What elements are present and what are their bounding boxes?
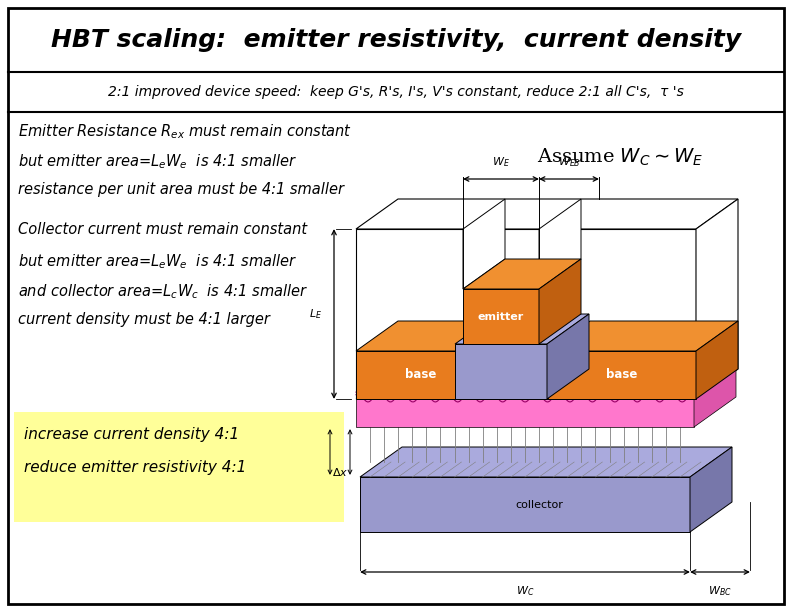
Polygon shape [463,289,539,344]
Polygon shape [539,259,581,344]
Text: emitter: emitter [478,312,524,322]
Polygon shape [548,351,696,399]
Text: resistance per unit area must be 4:1 smaller: resistance per unit area must be 4:1 sma… [18,182,344,197]
Bar [14,412,344,522]
Polygon shape [539,199,581,289]
Text: but emitter area=$L_eW_e$  is 4:1 smaller: but emitter area=$L_eW_e$ is 4:1 smaller [18,252,297,271]
Text: but emitter area=$L_eW_e$  is 4:1 smaller: but emitter area=$L_eW_e$ is 4:1 smaller [18,152,297,171]
Polygon shape [694,369,736,427]
Text: HBT scaling:  emitter resistivity,  current density: HBT scaling: emitter resistivity, curren… [51,28,741,52]
Polygon shape [455,344,547,399]
Text: reduce emitter resistivity 4:1: reduce emitter resistivity 4:1 [24,460,246,475]
Text: $W_C$: $W_C$ [516,584,534,598]
Text: collector: collector [515,500,563,510]
Text: Emitter Resistance $R_{ex}$ must remain constant: Emitter Resistance $R_{ex}$ must remain … [18,122,352,141]
Text: $W_{EB}$: $W_{EB}$ [558,155,581,169]
Polygon shape [356,199,738,229]
Polygon shape [360,447,732,477]
Text: $\Delta x$: $\Delta x$ [332,466,348,478]
Text: 2:1 improved device speed:  keep G's, R's, I's, V's constant, reduce 2:1 all C's: 2:1 improved device speed: keep G's, R's… [108,85,684,99]
Text: increase current density 4:1: increase current density 4:1 [24,427,239,442]
Text: $W_E$: $W_E$ [492,155,510,169]
Polygon shape [548,321,738,351]
Polygon shape [356,351,486,399]
Polygon shape [360,477,690,532]
Text: Collector current must remain constant: Collector current must remain constant [18,222,307,237]
Polygon shape [455,314,589,344]
Polygon shape [463,199,505,289]
Polygon shape [696,199,738,399]
Polygon shape [356,229,696,399]
Polygon shape [690,447,732,532]
Text: current density must be 4:1 larger: current density must be 4:1 larger [18,312,270,327]
Polygon shape [486,321,528,399]
Polygon shape [356,369,736,399]
Text: base: base [607,368,638,381]
Text: $W_{BC}$: $W_{BC}$ [708,584,732,598]
Polygon shape [547,314,589,399]
Text: and collector area=$L_cW_c$  is 4:1 smaller: and collector area=$L_cW_c$ is 4:1 small… [18,282,308,300]
Polygon shape [463,259,581,289]
Polygon shape [696,321,738,399]
Text: base: base [406,368,436,381]
Polygon shape [356,321,528,351]
Text: $L_E$: $L_E$ [309,307,322,321]
Polygon shape [356,399,694,427]
Text: Assume $W_C \sim W_E$: Assume $W_C \sim W_E$ [537,146,703,168]
